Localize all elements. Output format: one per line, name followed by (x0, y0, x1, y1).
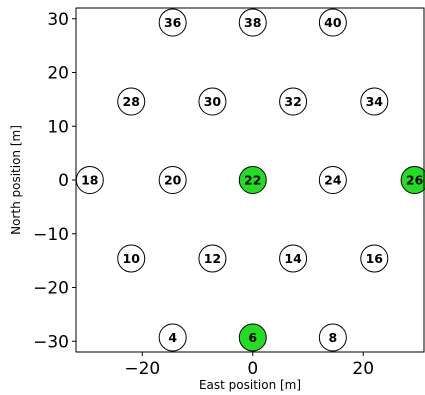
antenna-marker-12: 12 (198, 244, 227, 273)
antenna-label: 6 (248, 330, 257, 345)
antenna-marker-4: 4 (158, 323, 187, 352)
antenna-label: 32 (284, 94, 301, 109)
antenna-marker-22: 22 (238, 166, 267, 194)
antenna-label: 36 (164, 15, 182, 30)
antenna-marker-6: 6 (238, 323, 267, 352)
antenna-circle (238, 8, 267, 37)
antenna-circle (117, 87, 146, 116)
antenna-marker-28: 28 (117, 87, 146, 116)
x-axis-label: East position [m] (199, 378, 301, 392)
antenna-label: 10 (123, 251, 141, 266)
antenna-circle (158, 323, 187, 352)
antenna-marker-10: 10 (117, 244, 146, 273)
antenna-circle (198, 244, 227, 273)
antenna-label: 30 (204, 94, 222, 109)
y-axis-label: North position [m] (9, 125, 23, 235)
antenna-marker-26: 26 (400, 166, 425, 194)
antenna-label: 38 (244, 15, 261, 30)
antenna-label: 26 (406, 173, 424, 188)
chart-marks: 36 38 40 28 30 32 34 18 20 22 24 26 10 12 14 16 4 6 8 (75, 8, 425, 352)
antenna-circle (198, 87, 227, 116)
antenna-marker-18: 18 (75, 166, 104, 194)
antenna-label: 34 (366, 94, 384, 109)
antenna-label: 20 (164, 173, 182, 188)
antenna-marker-38: 38 (238, 8, 267, 37)
x-tick-label: 20 (352, 359, 374, 379)
antenna-circle (238, 323, 267, 352)
antenna-label: 8 (329, 330, 338, 345)
y-tick-label: −10 (33, 225, 69, 245)
antenna-label: 14 (284, 251, 302, 266)
antenna-circle (158, 166, 187, 194)
antenna-circle (117, 244, 146, 273)
antenna-label: 18 (81, 173, 98, 188)
antenna-marker-14: 14 (279, 244, 308, 273)
antenna-label: 12 (204, 251, 221, 266)
antenna-circle (238, 166, 267, 194)
antenna-circle (318, 8, 347, 37)
y-tick-label: −20 (33, 279, 69, 299)
y-tick-label: 10 (47, 117, 69, 137)
antenna-label: 16 (366, 251, 384, 266)
x-tick-label: 0 (247, 359, 258, 379)
antenna-label: 22 (244, 173, 261, 188)
antenna-marker-30: 30 (198, 87, 227, 116)
antenna-circle (279, 87, 308, 116)
antenna-circle (318, 323, 347, 352)
y-tick-label: −30 (33, 332, 69, 352)
antenna-circle (360, 87, 389, 116)
y-tick-label: 20 (47, 64, 69, 84)
antenna-label: 24 (324, 173, 342, 188)
chart-ticks: −20 0 20 −30 −20 −10 0 10 20 30 (33, 10, 374, 379)
antenna-marker-8: 8 (318, 323, 347, 352)
antenna-marker-24: 24 (318, 166, 347, 194)
antenna-marker-36: 36 (158, 8, 187, 37)
antenna-marker-32: 32 (279, 87, 308, 116)
y-tick-label: 30 (47, 10, 69, 30)
antenna-label: 40 (324, 15, 342, 30)
antenna-circle (360, 244, 389, 273)
antenna-marker-16: 16 (360, 244, 389, 273)
antenna-marker-20: 20 (158, 166, 187, 194)
plot-frame (75, 7, 425, 353)
antenna-circle (318, 166, 347, 194)
antenna-marker-40: 40 (318, 8, 347, 37)
antenna-label: 28 (123, 94, 140, 109)
antenna-label: 4 (168, 330, 177, 345)
antenna-marker-34: 34 (360, 87, 389, 116)
antenna-circle (158, 8, 187, 37)
y-tick-label: 0 (58, 171, 69, 191)
antenna-circle (400, 166, 425, 194)
x-tick-label: −20 (124, 359, 160, 379)
antenna-circle (279, 244, 308, 273)
